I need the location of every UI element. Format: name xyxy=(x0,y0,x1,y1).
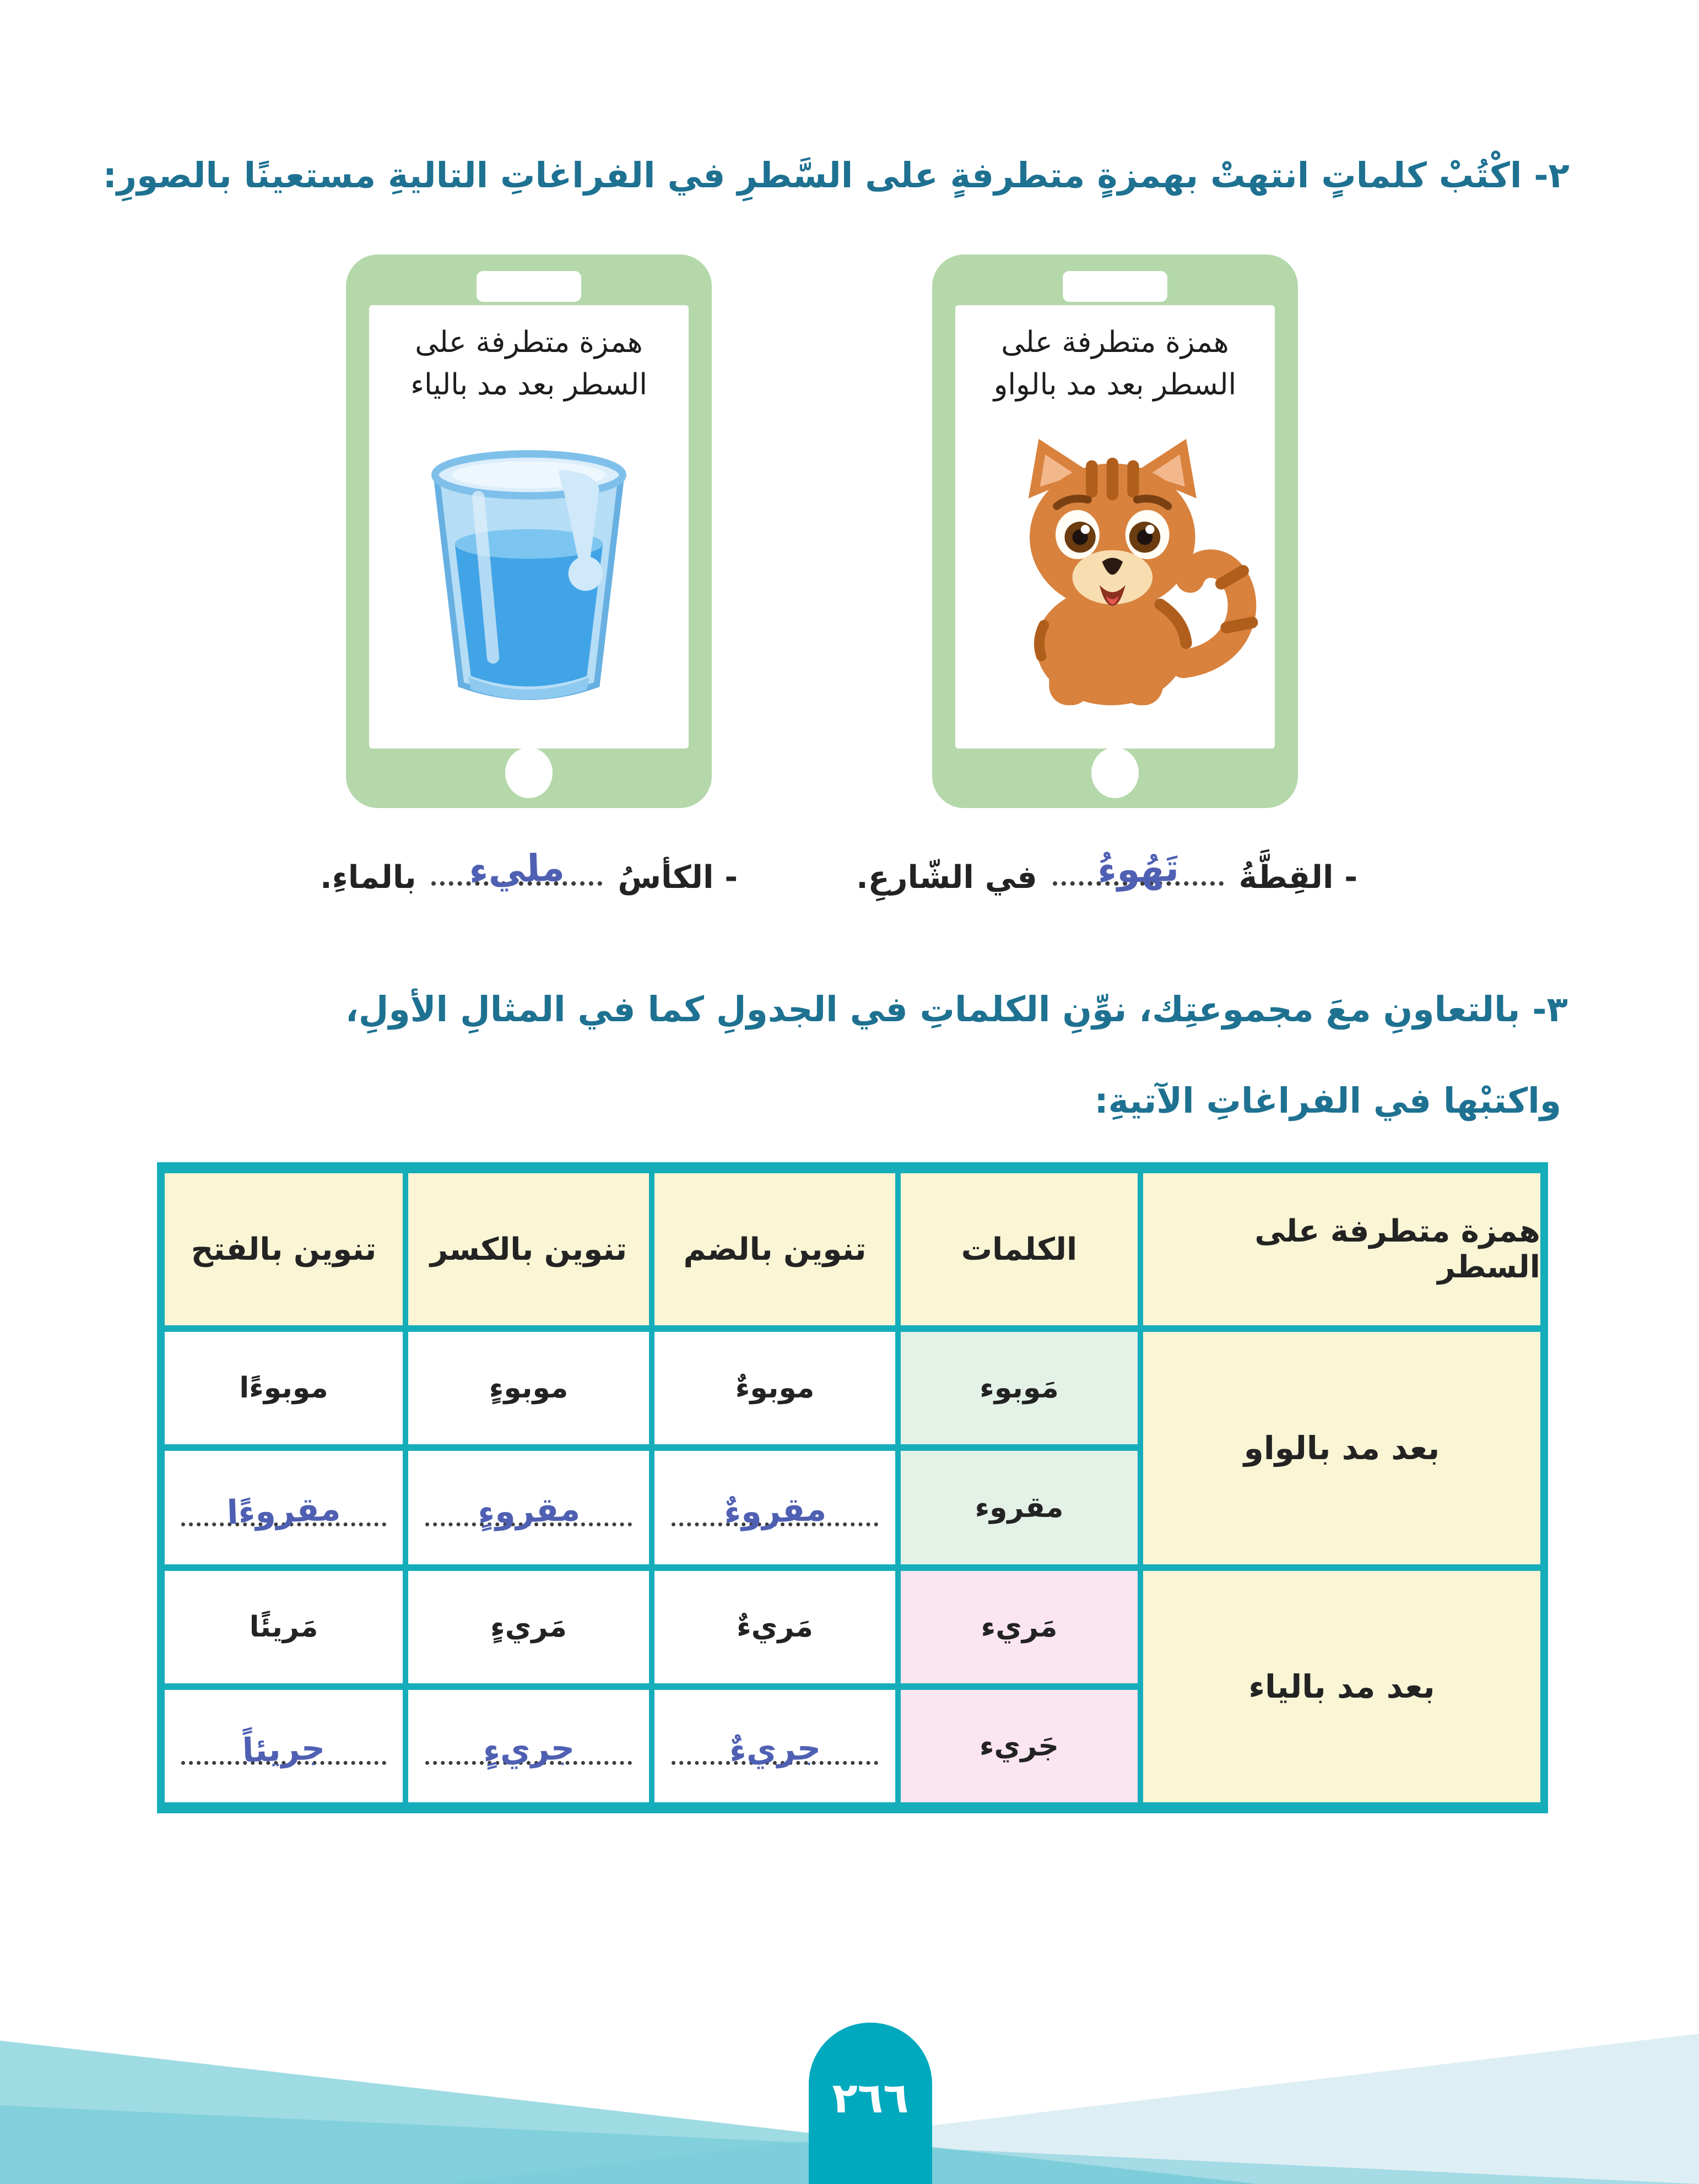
answer-blank[interactable]: تَهُوءُ xyxy=(1052,846,1224,893)
phone-label: همزة متطرفة على السطر بعد مد بالياء xyxy=(410,322,647,407)
phone-screen: همزة متطرفة على السطر بعد مد بالياء xyxy=(369,305,689,749)
cat-illustration xyxy=(955,407,1275,749)
phone-label-line2: السطر بعد مد بالواو xyxy=(993,367,1237,402)
category-after-waw: بعد مد بالواو xyxy=(1143,1332,1540,1564)
phone-label-line2: السطر بعد مد بالياء xyxy=(410,367,647,402)
question2-heading: ٢- اكْتُبْ كلماتٍ انتهتْ بهمزةٍ متطرفةٍ … xyxy=(102,155,1570,196)
phone-home-button xyxy=(1091,747,1139,798)
page-number-badge: ٢٦٦ xyxy=(809,2023,932,2184)
phone-label-line1: همزة متطرفة على xyxy=(415,326,643,359)
dotted-line xyxy=(181,1760,386,1765)
category-after-yaa: بعد مد بالياء xyxy=(1143,1571,1540,1802)
question3-heading-line1: ٣- بالتعاونِ معَ مجموعتِك، نوِّنِ الكلما… xyxy=(345,989,1568,1029)
printed-kasr-cell: موبوءٍ xyxy=(408,1332,649,1444)
phone-label-line1: همزة متطرفة على xyxy=(1001,326,1229,359)
handwritten-answer: مقروءٌ xyxy=(723,1489,827,1532)
sentence-lead: - الكأسُ xyxy=(618,859,738,896)
sentence-glass: - الكأسُ مليء بالماءِ. xyxy=(320,846,738,896)
handwritten-answer: مقروءًا xyxy=(226,1489,342,1532)
dotted-line xyxy=(1052,881,1224,886)
word-cell: مَوبوء xyxy=(901,1332,1138,1444)
sentence-tail: بالماءِ. xyxy=(320,859,416,896)
sentence-lead: - القِطَّةُ xyxy=(1238,859,1357,896)
col-header-tanwin-kasr: تنوين بالكسر xyxy=(408,1173,649,1325)
phone-home-button xyxy=(505,747,553,798)
dotted-line xyxy=(671,1760,879,1765)
tanwin-answer-cell[interactable]: مقروءٌ xyxy=(654,1451,895,1564)
tanwin-table: همزة متطرفة على السطر الكلمات تنوين بالض… xyxy=(157,1162,1548,1813)
word-cell: مقروء xyxy=(901,1451,1138,1564)
page-number: ٢٦٦ xyxy=(832,2073,909,2122)
printed-damm-cell: موبوءٌ xyxy=(654,1332,895,1444)
answer-blank[interactable]: مليء xyxy=(431,846,603,893)
glass-of-water-icon xyxy=(431,450,626,701)
tanwin-answer-cell[interactable]: مقروءٍ xyxy=(408,1451,649,1564)
dotted-line xyxy=(425,1760,632,1765)
col-header-words: الكلمات xyxy=(901,1173,1138,1325)
handwritten-answer: جريئاً xyxy=(241,1728,326,1770)
dotted-line xyxy=(181,1522,386,1526)
handwritten-answer: مقروءٍ xyxy=(477,1489,581,1532)
phone-card-glass: همزة متطرفة على السطر بعد مد بالياء xyxy=(346,254,712,808)
col-header-tanwin-fath: تنوين بالفتح xyxy=(165,1173,403,1325)
printed-kasr-cell: مَريءٍ xyxy=(408,1571,649,1683)
dotted-line xyxy=(425,1522,632,1526)
word-cell: مَريء xyxy=(901,1571,1138,1683)
col-header-hamza: همزة متطرفة على السطر xyxy=(1143,1173,1540,1325)
question3-heading-line2: واكتبْها في الفراغاتِ الآتيةِ: xyxy=(1094,1081,1561,1121)
phone-label: همزة متطرفة على السطر بعد مد بالواو xyxy=(994,322,1237,407)
phone-speaker xyxy=(477,271,581,302)
tanwin-answer-cell[interactable]: جريءٌ xyxy=(654,1690,895,1802)
word-cell: جَريء xyxy=(901,1690,1138,1802)
glass-of-water-illustration xyxy=(369,407,689,749)
printed-fath-cell: موبوءًا xyxy=(165,1332,403,1444)
cat-icon xyxy=(1028,439,1258,706)
tanwin-answer-cell[interactable]: جريئاً xyxy=(165,1690,403,1802)
printed-damm-cell: مَريءٌ xyxy=(654,1571,895,1683)
handwritten-answer: مليء xyxy=(468,846,566,893)
tanwin-answer-cell[interactable]: مقروءًا xyxy=(165,1451,403,1564)
phone-card-cat: همزة متطرفة على السطر بعد مد بالواو xyxy=(932,254,1298,808)
col-header-tanwin-damm: تنوين بالضم xyxy=(654,1173,895,1325)
handwritten-answer: جريءٌ xyxy=(728,1728,821,1770)
dotted-line xyxy=(671,1522,879,1526)
handwritten-answer: جريءٍ xyxy=(482,1728,575,1770)
dotted-line xyxy=(431,881,603,886)
sentence-cat: - القِطَّةُ تَهُوءُ في الشّارعِ. xyxy=(856,846,1357,896)
handwritten-answer: تَهُوءُ xyxy=(1096,846,1179,893)
sentence-tail: في الشّارعِ. xyxy=(856,859,1037,896)
printed-fath-cell: مَريئًا xyxy=(165,1571,403,1683)
phone-screen: همزة متطرفة على السطر بعد مد بالواو xyxy=(955,305,1275,749)
footer-decoration xyxy=(0,1953,1699,2184)
phone-speaker xyxy=(1063,271,1167,302)
tanwin-answer-cell[interactable]: جريءٍ xyxy=(408,1690,649,1802)
